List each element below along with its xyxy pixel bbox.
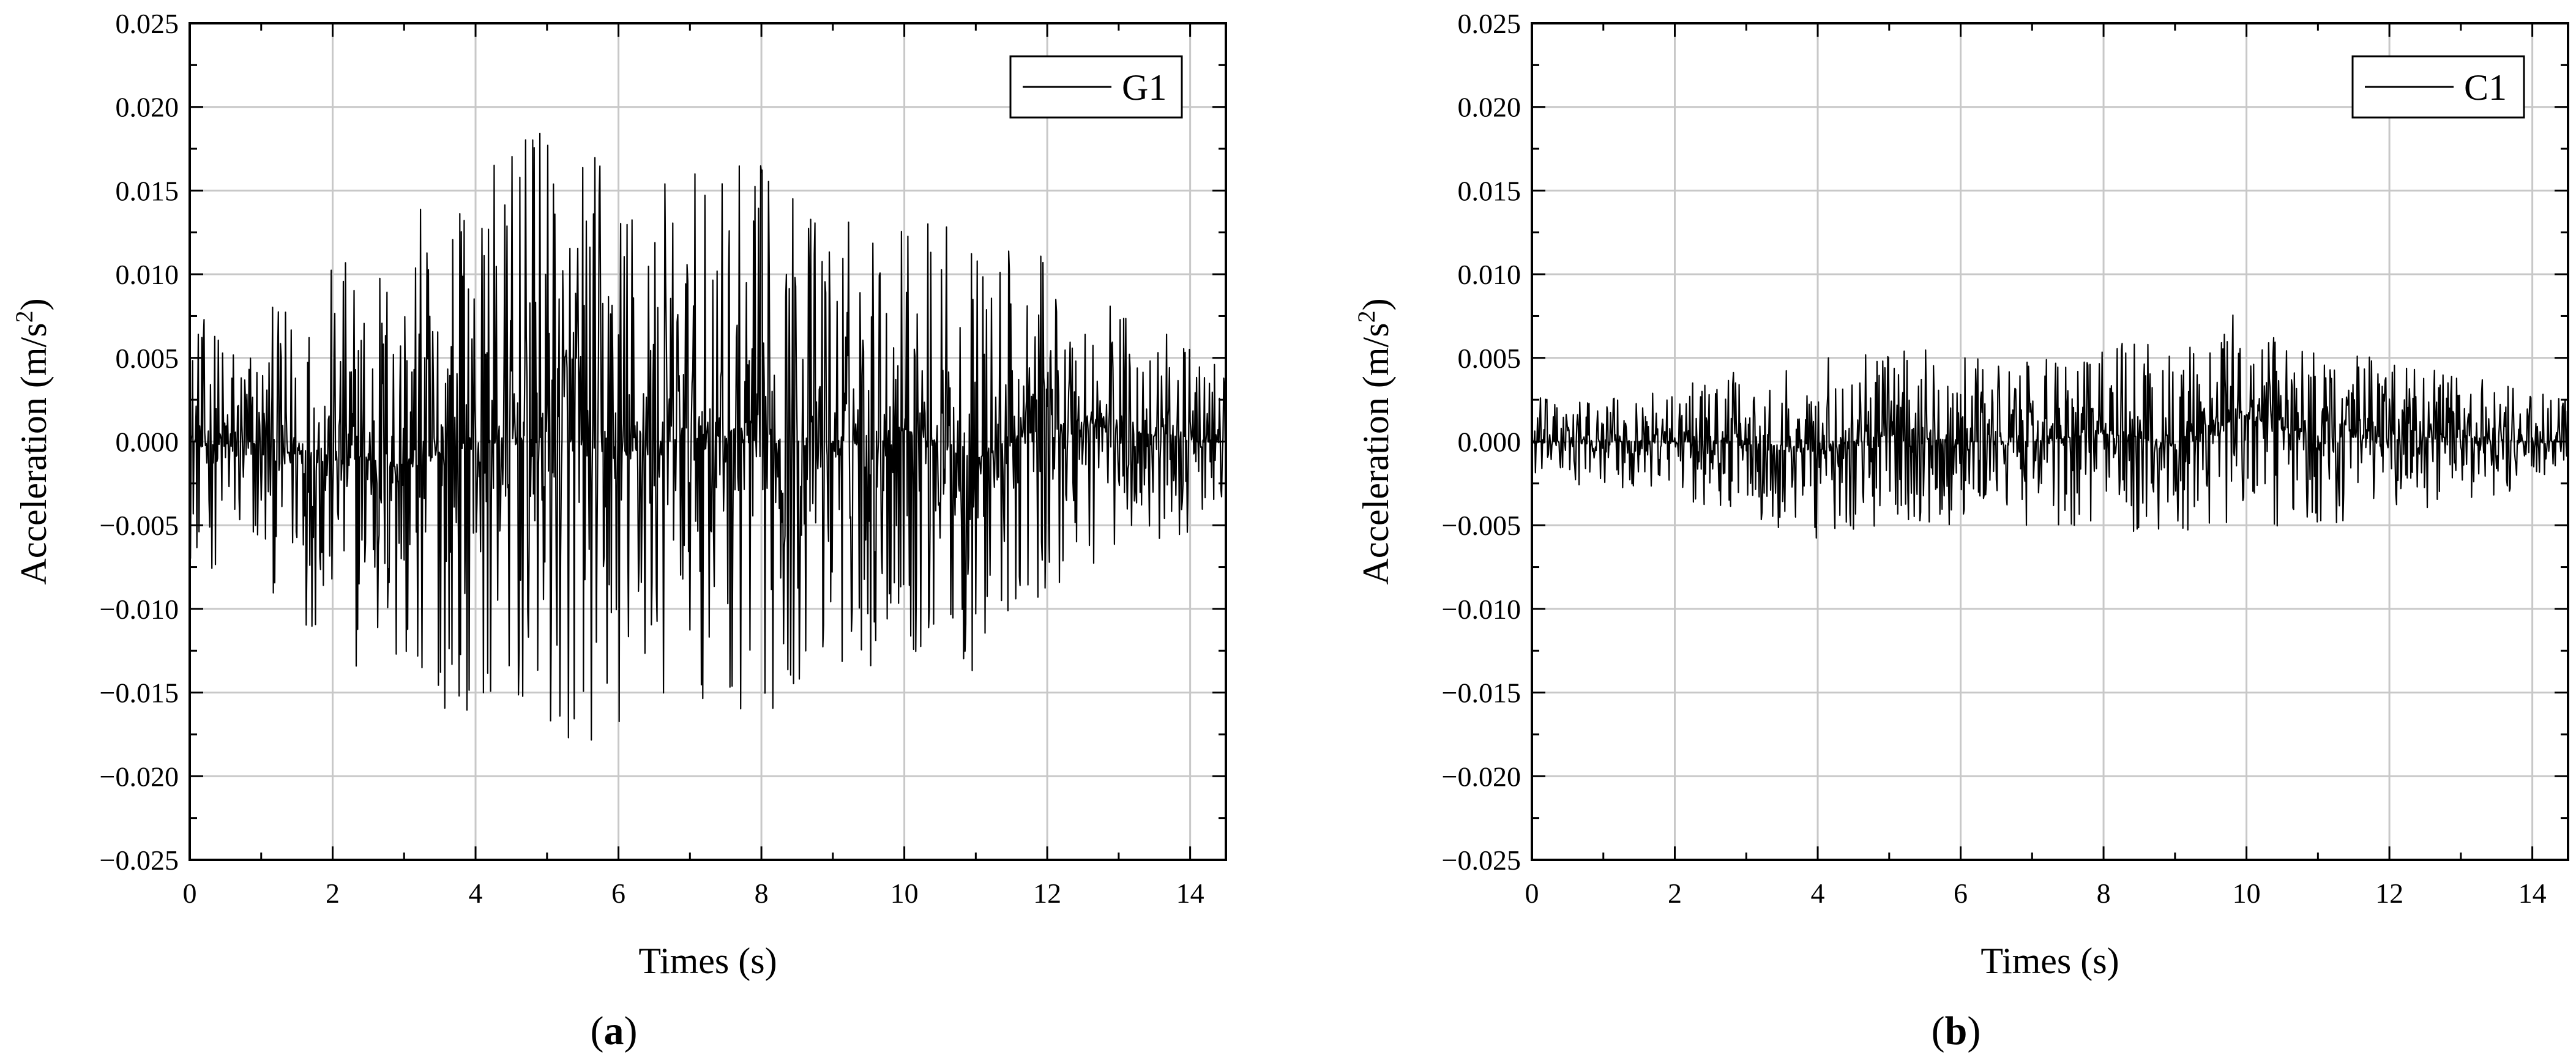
y-tick-label: 0.015: [1458, 175, 1521, 206]
y-tick-label: 0.020: [1458, 92, 1521, 123]
y-tick-label: 0.025: [116, 8, 179, 39]
x-tick-label: 2: [326, 878, 340, 909]
y-tick-label: −0.020: [1442, 761, 1521, 792]
legend: C1: [2351, 55, 2525, 119]
panel-caption: (b): [1932, 1009, 1981, 1053]
y-tick-label: 0.010: [1458, 259, 1521, 290]
y-tick-label: 0.005: [116, 343, 179, 374]
legend: G1: [1009, 55, 1183, 119]
y-tick-label: −0.005: [1442, 510, 1521, 541]
y-axis-title-sup: 2: [10, 310, 38, 323]
y-tick-label: −0.020: [100, 761, 179, 792]
y-tick-label: 0.020: [116, 92, 179, 123]
y-tick-label: −0.015: [100, 677, 179, 709]
x-axis-title: Times (s): [1981, 941, 2119, 981]
x-axis: 0 2 4 6 8 10 12 14: [1525, 23, 2547, 909]
x-tick-label: 6: [1954, 878, 1968, 909]
caption-letter: b: [1945, 1009, 1968, 1053]
panel-a: G10 2 4 6 8 10 12 14−0.025−0.020−0.015−0.010−0.…: [10, 8, 1227, 1053]
caption-open: (: [1932, 1009, 1945, 1053]
x-axis-title: Times (s): [638, 941, 777, 981]
y-tick-label: −0.025: [1442, 845, 1521, 876]
x-tick-label: 4: [469, 878, 483, 909]
y-axis-title-main: Acceleration (m/s: [1356, 323, 1396, 584]
y-axis-title: Acceleration (m/s2): [10, 298, 54, 584]
x-tick-label: 2: [1668, 878, 1682, 909]
x-tick-label: 8: [755, 878, 769, 909]
y-axis-title-main: Acceleration (m/s: [13, 323, 54, 584]
x-tick-label: 6: [611, 878, 625, 909]
y-axis-title-sup: 2: [1353, 310, 1380, 323]
x-tick-label: 14: [1176, 878, 1204, 909]
y-axis-title-end: ): [13, 298, 54, 310]
legend-label: C1: [2464, 67, 2507, 108]
y-tick-label: 0.000: [116, 427, 179, 458]
caption-close: ): [1967, 1009, 1981, 1053]
y-tick-label: 0.010: [116, 259, 179, 290]
y-tick-label: −0.010: [1442, 594, 1521, 625]
series-line-C1: [1531, 314, 2569, 539]
x-tick-label: 12: [1033, 878, 1061, 909]
x-tick-label: 10: [2233, 878, 2261, 909]
y-axis: −0.025 −0.020 −0.015 −0.010 −0.005 0.000 0.005…: [100, 8, 1226, 876]
y-tick-label: 0.000: [1458, 427, 1521, 458]
x-tick-label: 0: [1525, 878, 1539, 909]
y-tick-label: −0.025: [100, 845, 179, 876]
y-tick-label: 0.025: [1458, 8, 1521, 39]
panel-b: C10 2 4 6 8 10 12 14−0.025−0.020−0.015−0.010−0.…: [1353, 8, 2569, 1053]
y-tick-label: 0.015: [116, 175, 179, 206]
x-tick-label: 4: [1811, 878, 1825, 909]
y-axis-title-end: ): [1356, 298, 1396, 310]
series-line-G1: [189, 132, 1227, 741]
y-axis: −0.025 −0.020 −0.015 −0.010 −0.005 0.000 0.005…: [1442, 8, 2568, 876]
caption-open: (: [591, 1009, 604, 1053]
panel-caption: (a): [591, 1009, 638, 1053]
y-tick-label: 0.005: [1458, 343, 1521, 374]
x-tick-label: 0: [183, 878, 197, 909]
y-tick-label: −0.015: [1442, 677, 1521, 709]
caption-letter: a: [604, 1009, 624, 1053]
caption-close: ): [624, 1009, 638, 1053]
legend-label: G1: [1122, 67, 1167, 108]
y-tick-label: −0.010: [100, 594, 179, 625]
y-tick-label: −0.005: [100, 510, 179, 541]
y-axis-title: Acceleration (m/s2): [1353, 298, 1396, 584]
x-tick-label: 14: [2518, 878, 2547, 909]
x-axis: 0 2 4 6 8 10 12 14: [183, 23, 1204, 909]
x-tick-label: 12: [2375, 878, 2403, 909]
x-tick-label: 8: [2097, 878, 2111, 909]
x-tick-label: 10: [890, 878, 919, 909]
